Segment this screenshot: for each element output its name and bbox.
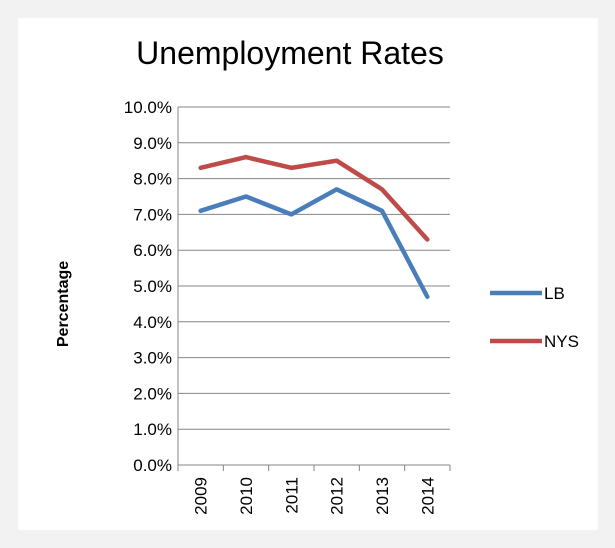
chart-area: Unemployment Rates 0.0% 1.0% 2.0% 3.0% 4.0% 5… [18,18,598,530]
y-axis-label: Percentage [55,261,72,347]
chart-title: Unemployment Rates [136,35,444,71]
series-line-nys [198,154,430,242]
y-tick-label: 1.0% [133,420,172,439]
x-tick-label: 2012 [328,477,347,515]
y-tick-label: 7.0% [133,205,172,224]
y-tick-label: 3.0% [133,349,172,368]
x-tick-label: 2011 [282,477,301,514]
series-lines [198,154,430,299]
y-tick-label: 10.0% [124,98,172,117]
y-tick-label: 5.0% [133,277,172,296]
y-tick-label: 6.0% [133,241,172,260]
y-tick-label: 4.0% [133,313,172,332]
series-line-lb [198,187,430,299]
legend: LB NYS [490,284,579,351]
x-tick-label: 2009 [192,477,211,515]
y-tick-label: 2.0% [133,384,172,403]
axes [177,107,451,471]
y-tick-labels: 0.0% 1.0% 2.0% 3.0% 4.0% 5.0% 6.0% 7.0% 8.0% 9.0%… [124,98,172,475]
x-tick-label: 2014 [418,477,437,515]
y-tick-label: 0.0% [133,456,172,475]
x-tick-labels: 2009 2010 2011 2012 2013 2014 [192,477,438,515]
line-chart: Unemployment Rates 0.0% 1.0% 2.0% 3.0% 4.0% 5… [55,35,579,515]
y-tick-label: 9.0% [133,134,172,153]
x-tick-label: 2010 [237,477,256,515]
legend-label-lb: LB [544,284,565,303]
y-tick-label: 8.0% [133,170,172,189]
x-tick-label: 2013 [373,477,392,515]
gridlines [178,106,450,430]
legend-label-nys: NYS [544,332,579,351]
